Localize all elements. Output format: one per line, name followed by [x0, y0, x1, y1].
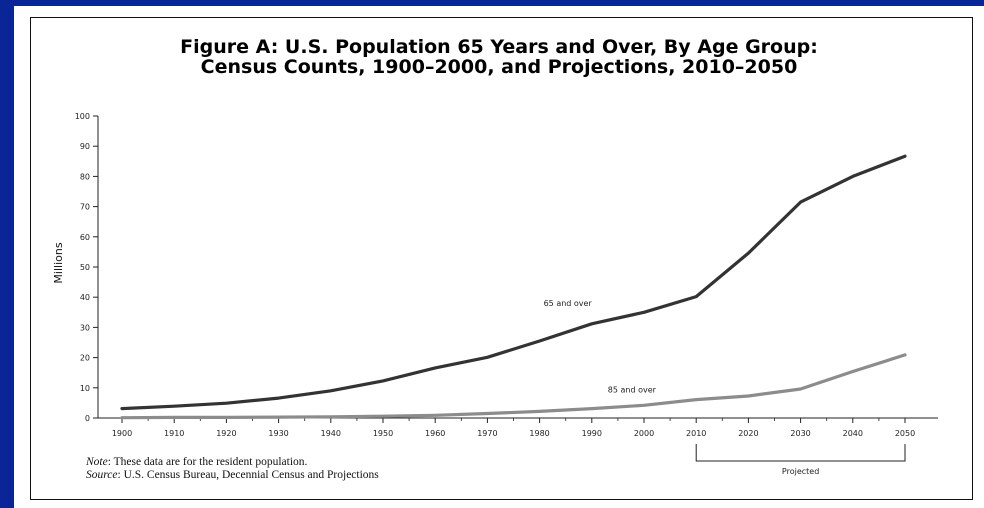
- y-tick-label: 50: [80, 263, 90, 272]
- x-tick-label: 1940: [321, 429, 341, 438]
- y-axis-title: Millions: [52, 242, 65, 283]
- y-tick-label: 30: [80, 323, 90, 332]
- series-line-65-and-over: [120, 154, 907, 411]
- y-tick-label: 20: [80, 354, 90, 363]
- y-tick-label: 0: [85, 414, 90, 423]
- y-tick-label: 90: [80, 142, 90, 151]
- y-tick-label: 10: [80, 384, 90, 393]
- x-tick-label: 1950: [373, 429, 393, 438]
- x-tick-label: 1920: [216, 429, 236, 438]
- x-tick-label: 2000: [634, 429, 654, 438]
- x-tick-label: 1930: [268, 429, 288, 438]
- figure-frame: [30, 17, 973, 500]
- chart-title-line-2: Census Counts, 1900–2000, and Projection…: [200, 56, 798, 78]
- x-tick-label: 2020: [738, 429, 758, 438]
- x-tick-label: 1960: [425, 429, 445, 438]
- series-label-65-and-over: 65 and over: [544, 299, 593, 308]
- x-tick-label: 1900: [112, 429, 132, 438]
- chart-title-line-1: Figure A: U.S. Population 65 Years and O…: [180, 36, 818, 58]
- y-tick-label: 70: [80, 203, 90, 212]
- x-tick-label: 1990: [582, 429, 602, 438]
- projected-label: Projected: [782, 467, 819, 476]
- x-tick-label: 2050: [895, 429, 915, 438]
- y-tick-label: 100: [75, 112, 90, 121]
- x-tick-label: 2010: [686, 429, 706, 438]
- x-tick-label: 2040: [843, 429, 863, 438]
- x-tick-label: 1910: [164, 429, 184, 438]
- x-tick-label: 1970: [477, 429, 497, 438]
- y-tick-label: 60: [80, 233, 90, 242]
- x-tick-label: 1980: [529, 429, 549, 438]
- source-line: Source: U.S. Census Bureau, Decennial Ce…: [86, 469, 379, 481]
- note-line: Note: These data are for the resident po…: [86, 456, 308, 468]
- chart-title: Figure A: U.S. Population 65 Years and O…: [14, 37, 984, 77]
- x-tick-label: 2030: [790, 429, 810, 438]
- y-tick-label: 80: [80, 172, 90, 181]
- projected-bracket: [695, 444, 906, 462]
- slide-background: Figure A: U.S. Population 65 Years and O…: [14, 6, 984, 508]
- footnotes: Note: These data are for the resident po…: [86, 456, 379, 482]
- series-line-85-and-over: [120, 353, 907, 420]
- y-tick-label: 40: [80, 293, 90, 302]
- series-label-85-and-over: 85 and over: [608, 385, 657, 394]
